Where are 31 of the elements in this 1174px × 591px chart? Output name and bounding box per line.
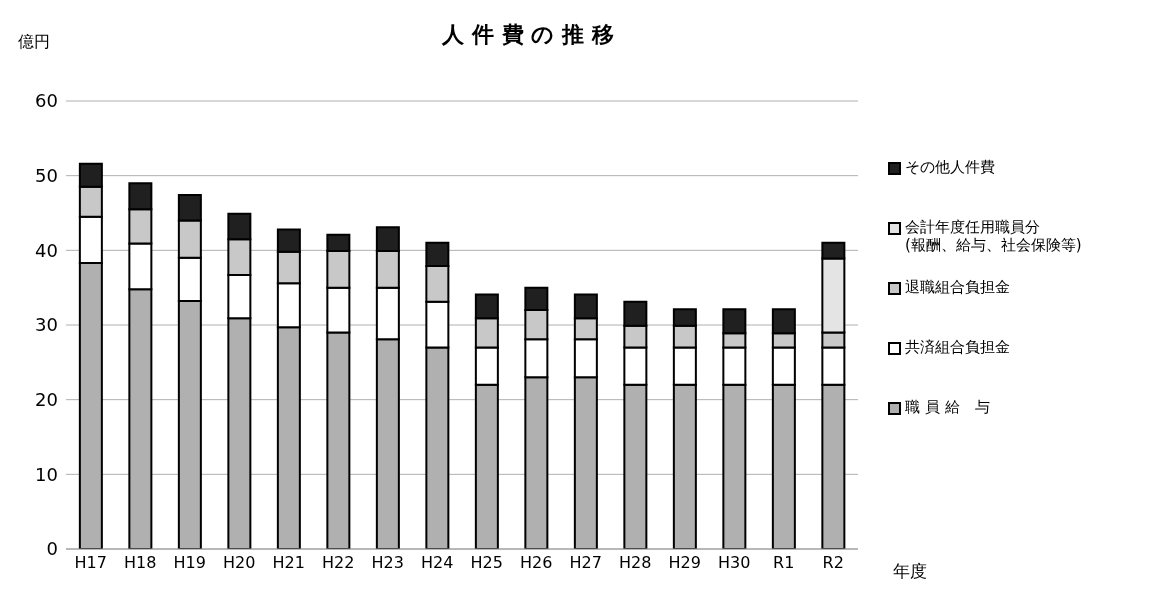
y-axis-title: 億円 <box>18 32 50 53</box>
x-tick-label: H24 <box>421 553 454 573</box>
x-tick-label: R1 <box>773 553 795 573</box>
y-tick-label: 0 <box>46 538 58 560</box>
x-tick-label: H27 <box>569 553 602 573</box>
chart-title: 人 件 費 の 推 移 <box>442 22 614 47</box>
legend-label: その他人件費 <box>905 158 995 176</box>
x-tick-label: H29 <box>668 553 701 573</box>
x-tick-label: H22 <box>322 553 355 573</box>
x-tick-label: H17 <box>74 553 107 573</box>
legend-label: 共済組合負担金 <box>905 338 1010 356</box>
x-tick-label: H30 <box>718 553 751 573</box>
x-tick-label: H20 <box>223 553 256 573</box>
x-tick-label: H23 <box>371 553 404 573</box>
y-tick-label: 50 <box>35 165 58 187</box>
x-tick-label: H28 <box>619 553 652 573</box>
legend-label: 退職組合負担金 <box>905 278 1010 296</box>
x-tick-label: H25 <box>470 553 503 573</box>
legend-label: 職 員 給 与 <box>905 398 990 416</box>
y-tick-label: 60 <box>35 90 58 112</box>
x-axis-title: 年度 <box>893 560 927 583</box>
y-tick-label: 30 <box>35 314 58 336</box>
y-tick-label: 40 <box>35 239 58 261</box>
legend-label: 会計年度任用職員分 (報酬、給与、社会保険等) <box>905 218 1082 254</box>
y-tick-label: 20 <box>35 389 58 411</box>
x-tick-label: H18 <box>124 553 157 573</box>
x-tick-label: H19 <box>173 553 206 573</box>
y-tick-label: 10 <box>35 463 58 485</box>
x-tick-label: H21 <box>272 553 305 573</box>
x-tick-label: H26 <box>520 553 553 573</box>
x-tick-label: R2 <box>822 553 844 573</box>
